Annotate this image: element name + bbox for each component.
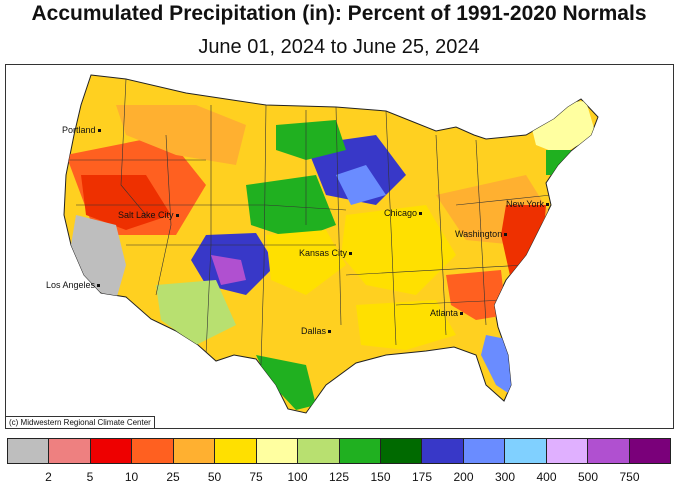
legend-swatch [629, 439, 670, 463]
city-label-los-angeles: Los Angeles [46, 280, 101, 290]
legend-tick-label: 10 [124, 470, 139, 484]
date-range-subtitle: June 01, 2024 to June 25, 2024 [198, 36, 480, 58]
legend-tick-label: 200 [453, 470, 474, 484]
legend-swatch [215, 439, 257, 463]
precip-regions [66, 101, 596, 410]
legend-swatch [90, 439, 133, 463]
legend-tick-label: 2 [45, 470, 52, 484]
city-label-washington: Washington [455, 229, 508, 239]
legend-tick-label: 75 [249, 470, 263, 484]
legend-swatch [8, 439, 50, 463]
legend-swatch [173, 439, 216, 463]
legend-tick-label: 150 [370, 470, 391, 484]
legend-tick-label: 750 [619, 470, 640, 484]
legend-tick-label: 500 [577, 470, 599, 484]
city-label-portland: Portland [62, 125, 101, 135]
map-title: Accumulated Precipitation (in): Percent … [31, 2, 647, 25]
state-borders [66, 78, 552, 366]
city-label-salt-lake-city: Salt Lake City [118, 210, 179, 220]
precipitation-map: Portland Salt Lake City Los Angeles Kans… [5, 64, 674, 429]
legend-swatch [505, 439, 547, 463]
legend-swatch [422, 439, 464, 463]
us-map-svg [63, 74, 599, 414]
legend-swatch [463, 439, 506, 463]
legend-tick-label: 50 [207, 470, 222, 484]
city-label-kansas-city: Kansas City [299, 248, 353, 258]
legend-tick-label: 125 [328, 470, 350, 484]
legend-swatch [298, 439, 340, 463]
legend-tick-label: 300 [494, 470, 516, 484]
legend-swatch [588, 439, 630, 463]
legend-swatch [49, 439, 91, 463]
legend-swatch [546, 439, 589, 463]
legend-tick-label: 25 [166, 470, 180, 484]
legend-swatch [256, 439, 299, 463]
city-label-chicago: Chicago [384, 208, 423, 218]
legend-tick-label: 400 [536, 470, 557, 484]
legend-swatch [339, 439, 381, 463]
legend-tick-label: 175 [411, 470, 433, 484]
legend-swatch [380, 439, 423, 463]
city-label-new-york: New York [506, 199, 550, 209]
legend-swatch [132, 439, 174, 463]
legend-tick-label: 100 [287, 470, 308, 484]
city-label-atlanta: Atlanta [430, 308, 464, 318]
city-label-dallas: Dallas [301, 326, 332, 336]
credit-label: (c) Midwestern Regional Climate Center [6, 416, 155, 428]
legend-tick-label: 5 [86, 470, 94, 484]
legend-color-bar [7, 438, 671, 464]
